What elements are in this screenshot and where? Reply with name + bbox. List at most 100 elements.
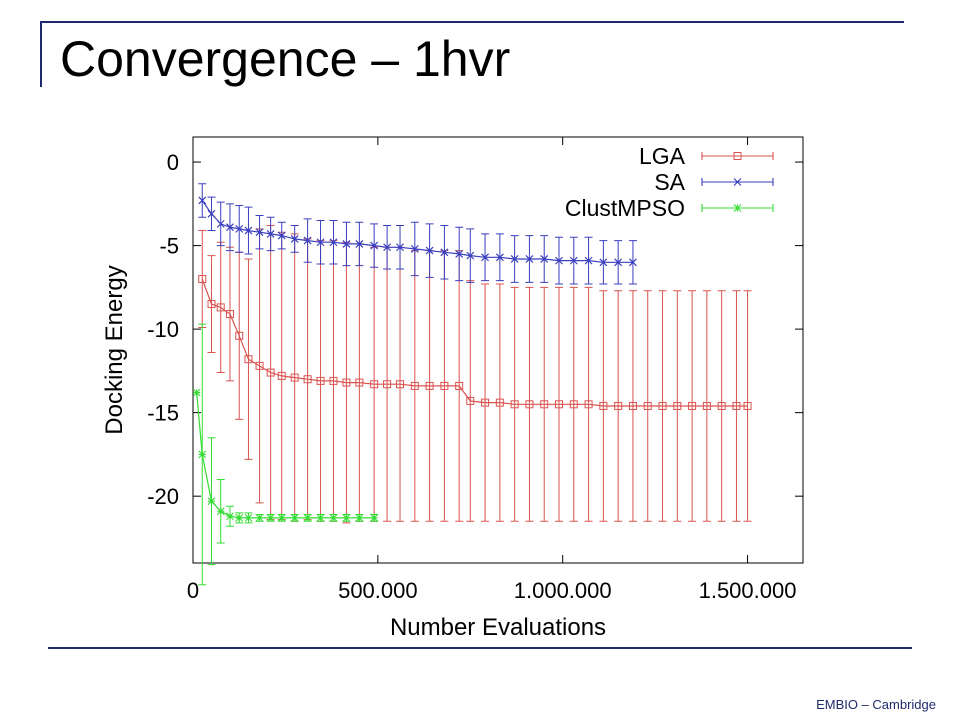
sa-point [440, 248, 449, 257]
lga-point [614, 401, 623, 410]
sa-point [425, 246, 434, 255]
sa-point [396, 243, 404, 252]
lga-point [440, 381, 449, 390]
lga-point [425, 381, 434, 390]
legend-swatch-lga [701, 152, 774, 160]
sa-point [277, 231, 286, 240]
lga-point [277, 371, 286, 380]
lga-point [658, 401, 667, 410]
clustmpso-point [277, 514, 286, 522]
sa-point [198, 196, 207, 205]
lga-point [329, 376, 338, 385]
title-frame-left-rule [40, 21, 42, 87]
clustmpso-line [196, 392, 375, 519]
sa-point [383, 243, 392, 252]
legend-marker-clustmpso [733, 204, 742, 212]
sa-point [410, 245, 419, 253]
sa-point [216, 219, 225, 228]
convergence-chart: 0 -5 -10 -15 -20 0 500.000 1.000.000 1.500.000 Nu… [101, 136, 804, 640]
clustmpso-point [342, 514, 351, 522]
lga-point [316, 376, 325, 385]
clustmpso-point [290, 514, 299, 522]
clustmpso-point [207, 497, 216, 506]
lga-point [207, 300, 216, 309]
sa-point [226, 223, 234, 232]
lga-point [688, 401, 697, 410]
sa-point [466, 251, 475, 260]
lga-line [201, 278, 748, 407]
legend-label-lga: LGA [639, 143, 686, 169]
clustmpso-point [266, 514, 275, 522]
lga-point [290, 373, 299, 382]
clustmpso-point [255, 514, 264, 522]
series-sa [198, 183, 637, 285]
series-lga [198, 225, 752, 524]
sa-point [342, 239, 351, 248]
title-frame-top-rule [40, 21, 904, 23]
lga-point [225, 310, 234, 319]
sa-point [614, 258, 623, 267]
sa-point [584, 256, 593, 265]
clustmpso-point [370, 514, 379, 522]
slide-title: Convergence – 1hvr [60, 31, 511, 87]
clustmpso-point [235, 514, 244, 522]
lga-point [216, 303, 225, 312]
lga-point [540, 400, 549, 409]
clustmpso-point [316, 514, 325, 522]
lga-point [455, 381, 464, 390]
sa-point [303, 236, 312, 245]
lga-point [673, 401, 682, 410]
sa-point [569, 256, 578, 265]
sa-point [290, 234, 299, 243]
lga-point [235, 331, 244, 340]
y-axis-label: Docking Energy [101, 265, 128, 434]
sa-point [599, 258, 608, 267]
legend-marker-sa [733, 178, 742, 186]
lga-point [732, 401, 741, 410]
clustmpso-point [355, 514, 364, 522]
lga-point [303, 375, 312, 384]
lga-point [383, 380, 392, 389]
sa-point [481, 253, 489, 262]
sa-point [540, 255, 549, 263]
footer-text: EMBIO – Cambridge [816, 697, 936, 712]
x-tick-label: 1.500.000 [699, 578, 797, 603]
lga-point [495, 398, 504, 407]
lga-point [702, 401, 711, 410]
lga-point [743, 401, 752, 410]
lga-point [643, 401, 652, 410]
lga-point [525, 400, 534, 409]
y-tick-label: -20 [147, 484, 179, 509]
legend-label-clustmpso: ClustMPSO [565, 195, 685, 221]
lga-point [584, 400, 593, 409]
lga-point [370, 380, 379, 389]
lga-point [244, 355, 253, 364]
sa-point [235, 224, 244, 233]
sa-point [266, 229, 275, 238]
clustmpso-point [192, 388, 201, 397]
lga-point [466, 396, 475, 405]
lga-point [717, 401, 726, 410]
clustmpso-point [329, 514, 338, 522]
x-tick-label: 0 [187, 578, 199, 603]
series-clustmpso [192, 323, 379, 586]
clustmpso-point [216, 507, 225, 516]
y-tick-label: -5 [159, 234, 179, 259]
lga-point [396, 380, 405, 389]
legend-label-sa: SA [654, 169, 685, 195]
clustmpso-point [226, 512, 234, 521]
lga-point [342, 378, 351, 387]
sa-point [525, 255, 534, 263]
sa-point [244, 226, 253, 235]
y-tick-label: 0 [167, 150, 179, 175]
y-tick-label: -15 [147, 401, 179, 426]
lga-error-bar [743, 290, 752, 522]
sa-point [370, 241, 379, 250]
clustmpso-point [244, 514, 253, 522]
lga-point [481, 398, 490, 407]
x-tick-label: 500.000 [338, 578, 418, 603]
sa-point [555, 256, 563, 265]
lga-point [599, 401, 608, 410]
plot-frame [192, 136, 804, 564]
legend-marker-lga [733, 152, 742, 160]
